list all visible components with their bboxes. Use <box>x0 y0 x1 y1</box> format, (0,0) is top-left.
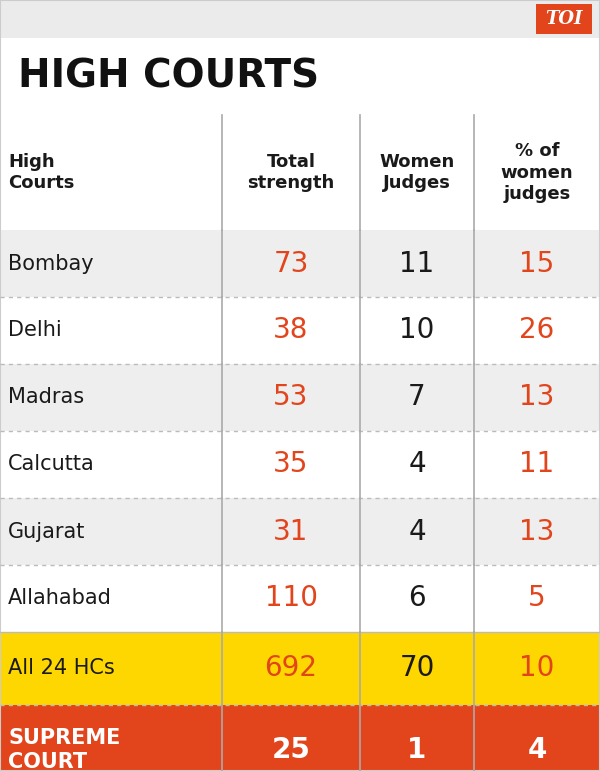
Text: 10: 10 <box>400 317 434 345</box>
Text: 11: 11 <box>520 450 554 479</box>
Text: 15: 15 <box>520 250 554 278</box>
Text: 110: 110 <box>265 584 317 612</box>
Text: Total
strength: Total strength <box>247 153 335 192</box>
Text: 73: 73 <box>274 250 308 278</box>
Text: % of
women
judges: % of women judges <box>500 142 574 203</box>
Text: HIGH COURTS: HIGH COURTS <box>18 58 319 96</box>
Bar <box>0 230 600 297</box>
Text: TOI: TOI <box>545 10 583 28</box>
Text: 53: 53 <box>274 383 308 412</box>
Bar <box>0 632 600 705</box>
Text: 10: 10 <box>520 655 554 682</box>
Text: 13: 13 <box>520 383 554 412</box>
Text: 692: 692 <box>265 655 317 682</box>
Text: 6: 6 <box>408 584 426 612</box>
Text: SUPREME
COURT: SUPREME COURT <box>8 729 121 771</box>
Text: 5: 5 <box>528 584 546 612</box>
Bar <box>0 297 600 364</box>
Text: Gujarat: Gujarat <box>8 521 85 541</box>
Text: 4: 4 <box>408 450 426 479</box>
Bar <box>0 565 600 632</box>
Bar <box>0 364 600 431</box>
Text: 13: 13 <box>520 517 554 546</box>
Text: 4: 4 <box>527 736 547 764</box>
Text: Calcutta: Calcutta <box>8 454 95 474</box>
Text: 25: 25 <box>272 736 310 764</box>
Text: 4: 4 <box>408 517 426 546</box>
Text: 35: 35 <box>274 450 308 479</box>
Text: 38: 38 <box>274 317 308 345</box>
Text: 1: 1 <box>407 736 427 764</box>
Text: 11: 11 <box>400 250 434 278</box>
Text: 7: 7 <box>408 383 426 412</box>
Text: Bombay: Bombay <box>8 254 94 274</box>
Bar <box>0 0 600 38</box>
Text: Madras: Madras <box>8 388 84 408</box>
Text: All 24 HCs: All 24 HCs <box>8 658 115 678</box>
Text: Allahabad: Allahabad <box>8 588 112 608</box>
Bar <box>536 4 592 34</box>
Bar <box>0 431 600 498</box>
Text: 70: 70 <box>400 655 434 682</box>
Text: High
Courts: High Courts <box>8 153 74 192</box>
Text: Women
Judges: Women Judges <box>379 153 455 192</box>
Text: Delhi: Delhi <box>8 321 62 341</box>
Bar <box>0 498 600 565</box>
Text: 31: 31 <box>274 517 308 546</box>
Text: 26: 26 <box>520 317 554 345</box>
